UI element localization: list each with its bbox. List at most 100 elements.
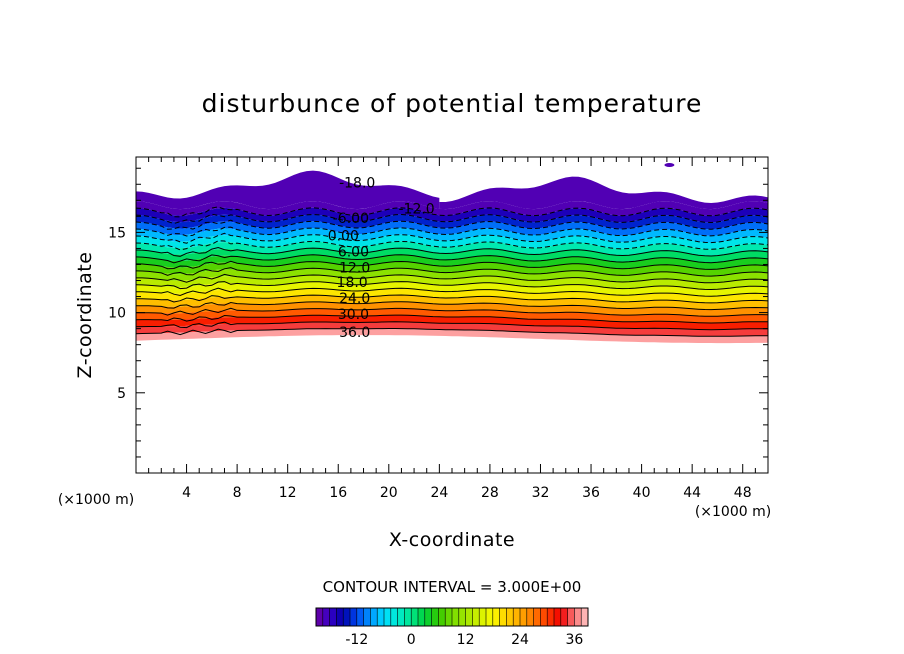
contour-label: 0.00 [328, 229, 359, 245]
contour-label: 24.0 [339, 291, 370, 307]
contour-band [136, 315, 768, 330]
colorbar-segment [411, 608, 419, 626]
colorbar-segment [492, 608, 501, 626]
x-tick-label: 32 [532, 485, 550, 501]
contour-band [136, 254, 768, 270]
contour-line [136, 232, 768, 244]
contour-band [136, 241, 768, 256]
contour-band [136, 261, 768, 277]
contour-band [136, 274, 768, 290]
colorbar-segment [424, 608, 433, 626]
x-tick-label: 48 [734, 485, 752, 501]
x-tick-label: 8 [233, 485, 242, 501]
contour-label: -6.00 [333, 211, 369, 227]
contour-line [136, 260, 768, 270]
colorbar-segment [567, 608, 575, 626]
upper-hump-region [439, 176, 768, 210]
colorbar-segment [506, 608, 514, 626]
colorbar-segment [581, 608, 589, 626]
colorbar-segment [384, 608, 392, 626]
contour-band [136, 308, 768, 323]
y-tick-label: 5 [117, 386, 126, 402]
contour-band [136, 288, 768, 303]
contour-band [136, 281, 768, 297]
contour-line [136, 267, 768, 277]
x-axis-title: X-coordinate [389, 529, 515, 551]
colorbar: -12 0 12 24 36 [315, 607, 589, 648]
colorbar-segment [547, 608, 555, 626]
colorbar-segment [465, 608, 473, 626]
y-tick-label: 10 [108, 306, 126, 322]
colorbar-segment [363, 608, 371, 626]
contour-band [136, 248, 768, 263]
colorbar-segment [377, 608, 385, 626]
contour-line [136, 219, 768, 230]
contour-line [136, 206, 768, 218]
contour-line [136, 307, 768, 317]
x-axis: 4 8 12 16 20 24 28 32 36 40 44 48 [148, 157, 756, 501]
x-tick-label: 16 [329, 485, 347, 501]
colorbar-segment [438, 608, 446, 626]
chart-title: disturbunce of potential temperature [202, 89, 703, 118]
contour-band [136, 295, 768, 310]
contour-lines [136, 206, 768, 337]
colorbar-tick-label: 24 [511, 632, 529, 648]
contour-line [136, 281, 768, 291]
x-tick-label: 12 [279, 485, 297, 501]
colorbar-segment [336, 608, 344, 626]
colorbar-segment [533, 608, 541, 626]
contour-line [136, 294, 768, 304]
cold-cap-region [136, 170, 440, 210]
x-tick-label: 40 [633, 485, 651, 501]
colorbar-segment [322, 608, 331, 626]
colorbar-segment [356, 608, 365, 626]
x-tick-label: 24 [430, 485, 448, 501]
contour-line [136, 226, 768, 237]
contour-label: 30.0 [338, 307, 369, 323]
contour-line [136, 213, 768, 225]
colorbar-segment [513, 608, 521, 626]
colorbar-segment [418, 608, 426, 626]
contour-line [136, 246, 768, 257]
contour-field [136, 163, 768, 344]
contour-label: 18.0 [337, 275, 368, 291]
contour-label: 36.0 [339, 325, 370, 341]
colorbar-tick-label: 0 [407, 632, 416, 648]
colorbar-segment [329, 608, 337, 626]
colorbar-segment [520, 608, 528, 626]
colorbar-segment [458, 608, 467, 626]
x-tick-label: 20 [380, 485, 398, 501]
contour-line [136, 321, 768, 331]
colorbar-segment [574, 608, 582, 626]
small-cap-blob [664, 163, 675, 168]
contour-line [136, 273, 768, 284]
contour-band [136, 321, 768, 337]
contour-band [136, 328, 768, 344]
colorbar-tick-label: -12 [345, 632, 368, 648]
colorbar-segment [390, 608, 399, 626]
contour-interval-text: CONTOUR INTERVAL = 3.000E+00 [323, 578, 582, 596]
colorbar-segment [343, 608, 351, 626]
colorbar-segment [370, 608, 378, 626]
contour-band [136, 301, 768, 317]
contour-line [136, 301, 768, 311]
contour-band [136, 268, 768, 283]
colorbar-segment [397, 608, 405, 626]
x-tick-label: 4 [182, 485, 191, 501]
contour-label: -18.0 [339, 176, 375, 192]
colorbar-tick-label: 36 [565, 632, 583, 648]
x-tick-label: 44 [683, 485, 701, 501]
y-axis-title: Z-coordinate [74, 252, 96, 379]
y-tick-label: 15 [108, 225, 126, 241]
contour-band [136, 201, 768, 216]
colorbar-segment [404, 608, 412, 626]
colorbar-segment [560, 608, 569, 626]
contour-label: 12.0 [339, 261, 370, 277]
colorbar-tick-label: 12 [457, 632, 475, 648]
colorbar-segment [350, 608, 358, 626]
contour-label: 6.00 [338, 245, 369, 261]
contour-label: -12.0 [398, 201, 434, 217]
colorbar-segment [445, 608, 453, 626]
contour-line [136, 254, 768, 264]
